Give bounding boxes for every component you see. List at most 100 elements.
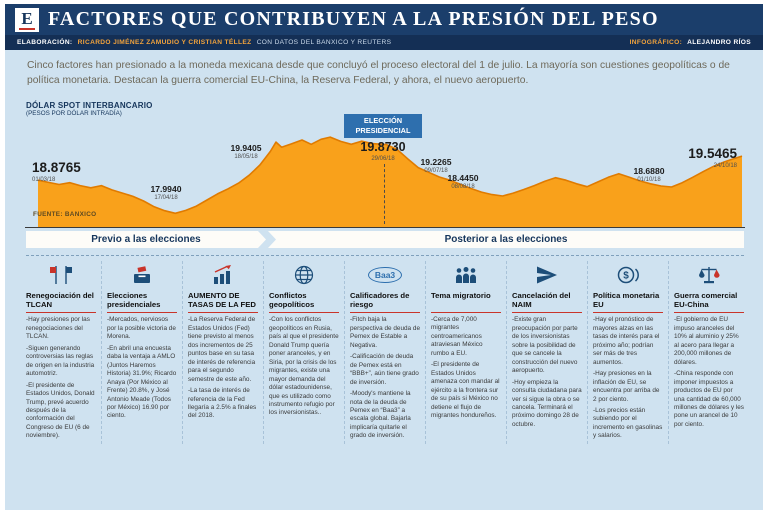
chart-annotation: 18.6880 01/10/18	[621, 166, 677, 184]
factor-bullet: -China responde con imponer impuestos a …	[674, 370, 744, 428]
factor-body: -Cerca de 7,000 migrantes centroamerican…	[431, 316, 501, 420]
credits-elaboracion: ELABORACIÓN: RICARDO JIMÉNEZ ZAMUDIO Y C…	[17, 39, 391, 46]
annotation-date: 01/03/18	[32, 176, 56, 183]
factor-bullet: -Hay presiones en la inflación de EU, se…	[593, 370, 660, 403]
infographic-sheet: E FACTORES QUE CONTRIBUYEN A LA PRESIÓN …	[5, 4, 763, 510]
chart-annotation: 18.4450 08/08/18	[435, 173, 491, 191]
coin-icon: $	[593, 261, 663, 289]
factor-title: AUMENTO DE TASAS DE LA FED	[188, 291, 258, 314]
annotation-date: 24/10/18	[713, 162, 737, 169]
area-chart-svg	[37, 136, 743, 228]
chart-annotation-election: 19.8730 29/06/18	[344, 140, 422, 162]
annotation-value: 19.5465	[688, 146, 737, 161]
flags-icon	[26, 261, 96, 289]
factor-bullet: -Fitch baja la perspectiva de deuda de P…	[350, 316, 420, 349]
timeline-after-banner: Posterior a las elecciones	[268, 231, 744, 248]
factor-body: -El gobierno de EU impuso aranceles del …	[674, 316, 744, 429]
chart-baseline	[25, 226, 745, 228]
page-title: FACTORES QUE CONTRIBUYEN A LA PRESIÓN DE…	[48, 8, 659, 30]
chart-annotation: 19.9405 18/05/18	[217, 143, 275, 161]
annotation-date: 18/05/18	[234, 154, 258, 161]
timeline-after-label: Posterior a las elecciones	[444, 234, 568, 245]
factor-title: Elecciones presidenciales	[107, 291, 177, 314]
infographic-author: ALEJANDRO RÍOS	[687, 39, 751, 46]
factor-title: Conflictos geopolíticos	[269, 291, 339, 314]
migrants-icon	[431, 261, 501, 289]
globe-icon	[269, 261, 339, 289]
factor-title: Renegociación del TLCAN	[26, 291, 96, 314]
intro-text: Cinco factores han presionado a la moned…	[27, 60, 730, 87]
annotation-date: 29/06/18	[371, 155, 395, 162]
factor-bullet: -Los precios están subiendo por el incre…	[593, 407, 663, 440]
factor-bullet: -Moody's mantiene la nota de la deuda de…	[350, 390, 411, 440]
logo-letter: E	[19, 8, 35, 30]
factor-body: -Existe gran preocupación por parte de l…	[512, 316, 582, 429]
factor-title: Tema migratorio	[431, 291, 501, 313]
factor-title: Política monetaria EU	[593, 291, 663, 314]
baa3-label: Baa3	[367, 266, 403, 284]
annotation-value: 17.9940	[150, 184, 182, 194]
dashed-divider	[26, 255, 744, 256]
factor-column-calificadoras: Baa3 Calificadores de riesgo -Fitch baja…	[344, 261, 425, 444]
timeline-before-label: Previo a las elecciones	[91, 234, 201, 245]
annotation-value: 18.8765	[32, 160, 81, 175]
factor-bullet: -Hay presiones por las renegociaciones d…	[26, 316, 90, 341]
trade-balance-icon	[674, 261, 744, 289]
chart-annotation: 19.5465 24/10/18	[665, 146, 737, 169]
factor-bullet: -El presidente de Estados Unidos amenaza…	[431, 361, 500, 419]
chart-area	[38, 137, 742, 228]
timeline-banners: Previo a las elecciones Posterior a las …	[26, 231, 744, 248]
factor-column-fed: AUMENTO DE TASAS DE LA FED -La Reserva F…	[182, 261, 263, 444]
annotation-value: 18.4450	[447, 173, 479, 183]
factor-column-geopolitica: Conflictos geopolíticos -Con los conflic…	[263, 261, 344, 444]
factor-bullet: -La tasa de interés de referencia de la …	[188, 387, 257, 420]
election-badge-line1: ELECCIÓN	[363, 116, 403, 125]
chart-annotation: 17.9940 17/04/18	[143, 184, 189, 201]
factor-body: -Fitch baja la perspectiva de deuda de P…	[350, 316, 420, 440]
factor-column-politica-monetaria: $ Política monetaria EU -Hay el pronósti…	[587, 261, 668, 444]
factor-bullet: -El gobierno de EU impuso aranceles del …	[674, 316, 739, 366]
annotation-value: 19.8730	[360, 140, 406, 154]
factor-title: Cancelación del NAIM	[512, 291, 582, 314]
header-bar: E FACTORES QUE CONTRIBUYEN A LA PRESIÓN …	[5, 4, 763, 35]
chart-source: FUENTE: BANXICO	[33, 211, 97, 218]
factor-bullet: -Con los conflictos geopolíticos en Rusi…	[269, 316, 339, 417]
factor-column-elecciones: Elecciones presidenciales -Mercados, ner…	[101, 261, 182, 444]
factor-body: -Hay presiones por las renegociaciones d…	[26, 316, 96, 440]
annotation-value: 19.2265	[420, 157, 452, 167]
credits-authors: RICARDO JIMÉNEZ ZAMUDIO Y CRISTIAN TÉLLE…	[77, 39, 252, 46]
chart-subtitle: (PESOS POR DÓLAR INTRADÍA)	[26, 110, 122, 117]
factor-body: -Con los conflictos geopolíticos en Rusi…	[269, 316, 339, 417]
election-badge: ELECCIÓN PRESIDENCIAL	[344, 114, 422, 139]
annotation-date: 01/10/18	[637, 177, 661, 184]
factor-column-tlcan: Renegociación del TLCAN -Hay presiones p…	[21, 261, 101, 444]
factor-bullet: -Calificación de deuda de Pemex está en …	[350, 353, 419, 386]
factor-bullet: -Existe gran preocupación por parte de l…	[512, 316, 578, 375]
chart-line	[37, 136, 743, 215]
factor-bullet: -En abril una encuesta daba la ventaja a…	[107, 344, 177, 420]
factor-column-naim: Cancelación del NAIM -Existe gran preocu…	[506, 261, 587, 444]
annotation-date: 08/08/18	[451, 184, 475, 191]
factor-bullet: -Cerca de 7,000 migrantes centroamerican…	[431, 316, 483, 357]
baa3-rating-icon: Baa3	[350, 261, 420, 289]
factor-body: -La Reserva Federal de Estados Unidos (F…	[188, 316, 258, 420]
factor-title: Calificadores de riesgo	[350, 291, 420, 314]
infographic-label: INFOGRÁFICO:	[629, 39, 683, 46]
factor-column-guerra-comercial: Guerra comercial EU-China -El gobierno d…	[668, 261, 749, 444]
factor-bullet: -La Reserva Federal de Estados Unidos (F…	[188, 316, 256, 383]
timeline-before-banner: Previo a las elecciones	[26, 231, 266, 248]
credits-infografico: INFOGRÁFICO: ALEJANDRO RÍOS	[630, 39, 751, 46]
factor-title: Guerra comercial EU-China	[674, 291, 744, 314]
factor-bullet: -Mercados, nerviosos por la posible vict…	[107, 316, 176, 341]
annotation-value: 18.6880	[633, 166, 665, 176]
election-dashed-line	[384, 164, 385, 224]
chart-title-block: DÓLAR SPOT INTERBANCARIO (PESOS POR DÓLA…	[26, 101, 153, 117]
factors-grid: Renegociación del TLCAN -Hay presiones p…	[21, 261, 749, 444]
factor-bullet: -Hay el pronóstico de mayores alzas en l…	[593, 316, 660, 366]
factor-body: -Mercados, nerviosos por la posible vict…	[107, 316, 177, 420]
newspaper-logo: E	[15, 7, 39, 32]
factor-bullet: -Hoy empieza la consulta ciudadana para …	[512, 378, 582, 428]
factor-bullet: -Siguen generando controversias las regl…	[26, 344, 95, 378]
annotation-value: 19.9405	[230, 143, 262, 153]
